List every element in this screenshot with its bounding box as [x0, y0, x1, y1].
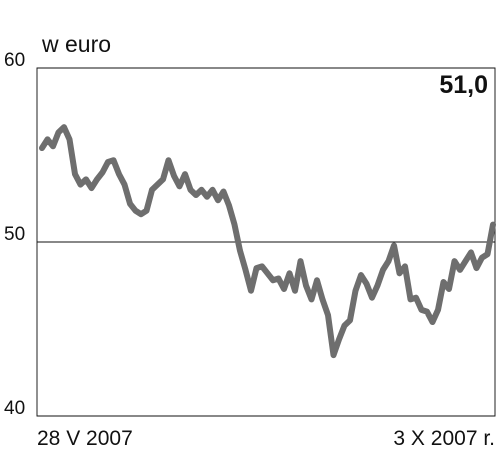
chart-title: w euro	[41, 31, 111, 57]
y-tick-label: 50	[4, 224, 25, 245]
value-label: 51,0	[439, 71, 488, 99]
price-line	[39, 124, 496, 359]
y-tick-label: 60	[4, 50, 25, 71]
y-tick-label: 40	[4, 398, 25, 419]
x-tick-label: 28 V 2007	[37, 427, 133, 450]
x-tick-label: 3 X 2007 r.	[393, 427, 495, 450]
